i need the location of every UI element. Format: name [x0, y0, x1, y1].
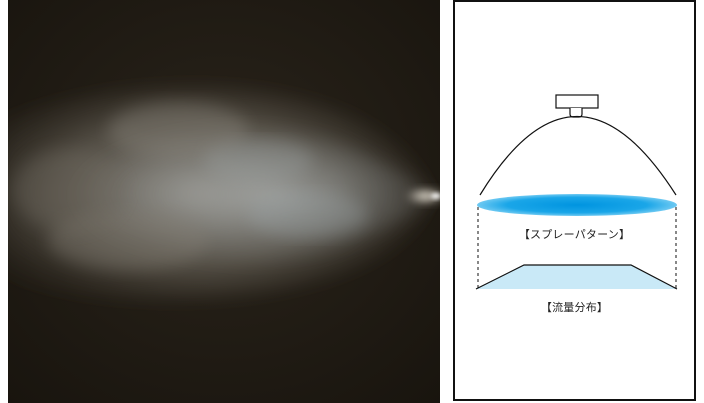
spray-pattern-label: 【スプレーパターン】	[518, 228, 631, 241]
flow-distribution-outline	[475, 264, 678, 290]
spray-pattern-ellipse	[477, 194, 677, 216]
spray-diagram	[475, 94, 678, 290]
spray-photo	[8, 0, 440, 403]
spray-diagram-panel: 【スプレーパターン】 【流量分布】	[453, 0, 696, 401]
nozzle-tip	[569, 108, 583, 118]
nozzle-body	[555, 94, 599, 109]
spray-angle-arc	[479, 115, 677, 196]
flow-distribution-shape	[476, 265, 677, 289]
spray-photo-image	[8, 0, 440, 403]
flow-distribution-label: 【流量分布】	[540, 301, 609, 314]
